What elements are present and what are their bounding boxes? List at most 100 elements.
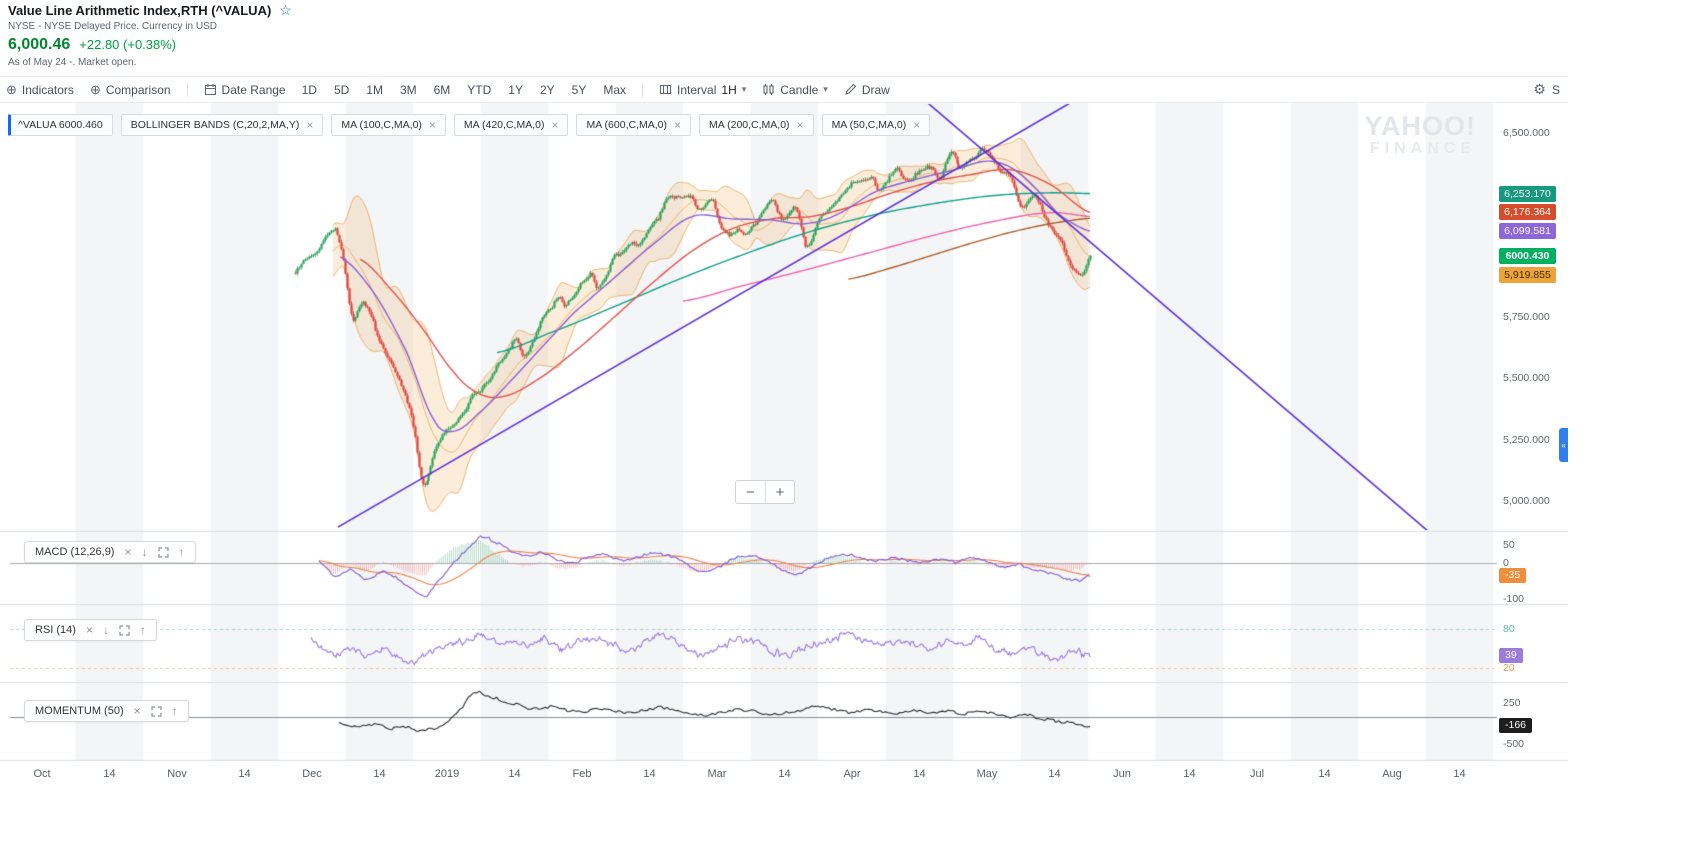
chart-type-control[interactable]: Candle ▾ <box>762 83 828 97</box>
chevron-down-icon: ▾ <box>741 84 747 94</box>
range-button-ytd[interactable]: YTD <box>467 82 492 97</box>
range-button-6m[interactable]: 6M <box>433 82 451 97</box>
draw-button[interactable]: Draw <box>844 83 890 97</box>
candle-icon <box>762 83 775 96</box>
interval-value: 1H <box>721 82 737 97</box>
y-axis-tick: -500 <box>1503 738 1525 750</box>
x-axis-label: Dec <box>302 768 322 780</box>
indicator-pill-label: BOLLINGER BANDS (C,20,2,MA,Y) <box>130 119 300 131</box>
indicators-button[interactable]: ⊕ Indicators <box>6 83 74 97</box>
price-badge: 6000.430 <box>1499 247 1556 264</box>
indicator-pill-label: MA (50,C,MA,0) <box>831 119 907 131</box>
range-button-5d[interactable]: 5D <box>333 82 350 97</box>
x-axis-label: Apr <box>843 768 861 780</box>
quote-header: Value Line Arithmetic Index,RTH (^VALUA)… <box>8 3 292 68</box>
arrow-down-icon[interactable]: ↓ <box>102 623 109 637</box>
date-range-button[interactable]: Date Range <box>204 83 286 97</box>
indicator-pill-ma100[interactable]: MA (100,C,MA,0) × <box>331 114 446 136</box>
close-icon[interactable]: × <box>913 118 921 132</box>
close-icon[interactable]: × <box>85 623 93 637</box>
calendar-icon <box>204 83 217 96</box>
range-button-max[interactable]: Max <box>603 82 627 97</box>
comparison-button[interactable]: ⊕ Comparison <box>90 83 171 97</box>
expand-icon[interactable] <box>119 624 130 636</box>
arrow-up-icon[interactable]: ↑ <box>171 704 178 718</box>
expand-icon[interactable] <box>157 546 169 558</box>
x-axis-label: 2019 <box>434 768 460 780</box>
indicator-pill-bollinger[interactable]: BOLLINGER BANDS (C,20,2,MA,Y) × <box>120 114 324 136</box>
rsi-value-badge: 39 <box>1499 648 1523 664</box>
x-axis-label: Feb <box>572 768 592 780</box>
close-icon[interactable]: × <box>551 118 559 132</box>
x-axis-label: Mar <box>707 768 727 780</box>
arrow-up-icon[interactable]: ↑ <box>139 623 146 637</box>
symbol-legend-pill[interactable]: ^VALUA 6000.460 <box>8 114 113 136</box>
zoom-out-button[interactable]: − <box>746 483 755 501</box>
indicator-pill-label: MA (600,C,MA,0) <box>586 119 667 131</box>
as-of-status: As of May 24 -. Market open. <box>8 57 137 68</box>
chart-type-label: Candle <box>780 82 819 97</box>
y-axis-tick: 5,750.000 <box>1503 311 1550 323</box>
indicator-pill-label: MA (420,C,MA,0) <box>463 119 545 131</box>
range-button-1m[interactable]: 1M <box>366 82 383 97</box>
price-badge: 6,176.364 <box>1499 204 1556 221</box>
close-icon[interactable]: × <box>133 704 141 718</box>
arrow-up-icon[interactable]: ↑ <box>178 545 185 559</box>
plus-circle-icon: ⊕ <box>6 82 17 97</box>
x-axis-label: Jun <box>1113 768 1131 780</box>
star-icon[interactable]: ☆ <box>279 2 292 18</box>
chart-toolbar: ⊕ Indicators ⊕ Comparison Date Range 1D … <box>0 76 1568 103</box>
chart-legend: ^VALUA 6000.460 BOLLINGER BANDS (C,20,2,… <box>8 114 931 136</box>
toolbar-right-group: ⚙ S <box>1533 81 1560 98</box>
x-axis-label: 14 <box>913 768 926 780</box>
x-axis-label: 14 <box>238 768 251 780</box>
close-icon[interactable]: × <box>124 545 132 559</box>
price-badge: 6,253.170 <box>1499 185 1556 202</box>
close-icon[interactable]: × <box>796 118 804 132</box>
pencil-icon <box>844 83 857 96</box>
x-axis-label: Nov <box>167 768 187 780</box>
indicator-pill-ma50[interactable]: MA (50,C,MA,0) × <box>821 114 931 136</box>
arrow-down-icon[interactable]: ↓ <box>141 545 148 559</box>
zoom-in-button[interactable]: + <box>765 481 794 503</box>
gear-icon[interactable]: ⚙ <box>1533 81 1546 97</box>
x-axis-label: Jul <box>1249 768 1265 780</box>
range-button-3m[interactable]: 3M <box>399 82 417 97</box>
price-badge: 6,099.581 <box>1499 223 1556 240</box>
watermark-line1: YAHOO! <box>1364 111 1476 141</box>
x-axis-label: May <box>976 768 998 780</box>
range-button-1d[interactable]: 1D <box>301 82 317 97</box>
y-axis-tick: -100 <box>1503 593 1525 606</box>
comparison-label: Comparison <box>105 82 171 97</box>
interval-control[interactable]: Interval 1H ▾ <box>659 83 746 97</box>
interval-label: Interval <box>677 82 717 97</box>
y-axis-tick: 5,500.000 <box>1503 372 1550 385</box>
rsi-legend: RSI (14) × ↓ ↑ <box>24 619 157 641</box>
x-axis-label: 14 <box>1183 768 1196 780</box>
macd-legend-label: MACD (12,26,9) <box>35 546 115 558</box>
momentum-legend-label: MOMENTUM (50) <box>35 705 124 717</box>
indicators-label: Indicators <box>21 82 74 97</box>
range-button-5y[interactable]: 5Y <box>571 82 587 97</box>
expand-icon[interactable] <box>151 705 162 717</box>
close-icon[interactable]: × <box>674 118 682 132</box>
x-axis-label: 14 <box>103 768 116 780</box>
collapse-drawer-tab[interactable]: « <box>1559 428 1568 462</box>
y-axis-tick: 20 <box>1503 662 1515 675</box>
range-button-1y[interactable]: 1Y <box>508 82 523 97</box>
close-icon[interactable]: × <box>428 118 436 132</box>
indicator-pill-ma200[interactable]: MA (200,C,MA,0) × <box>699 114 814 136</box>
chevron-down-icon: ▾ <box>823 84 828 94</box>
range-button-2y[interactable]: 2Y <box>539 82 555 97</box>
y-axis-tick: 5,000.000 <box>1503 495 1550 508</box>
settings-label[interactable]: S <box>1551 82 1560 97</box>
current-price: 6,000.46 <box>8 36 71 53</box>
indicator-pill-ma420[interactable]: MA (420,C,MA,0) × <box>453 114 569 136</box>
close-icon[interactable]: × <box>306 118 314 132</box>
indicator-pill-ma600[interactable]: MA (600,C,MA,0) × <box>576 114 692 136</box>
yahoo-finance-watermark: YAHOO! FINANCE <box>1356 112 1476 157</box>
x-axis-label: 14 <box>1048 768 1061 780</box>
